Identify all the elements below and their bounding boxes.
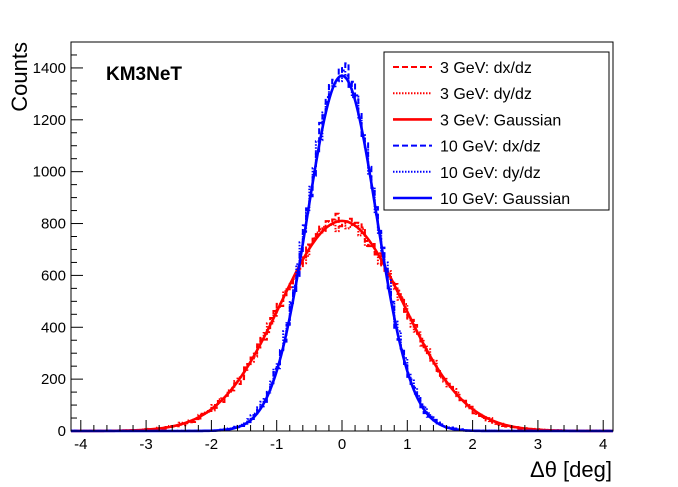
legend-label-10-gev-dx-dz: 10 GeV: dx/dz (440, 139, 541, 156)
x-tick-label: 1 (403, 436, 411, 453)
y-tick-label: 600 (41, 267, 66, 284)
series-3-gev-gaussian (71, 219, 613, 433)
y-tick-label: 200 (41, 371, 66, 388)
axes-layer: -4 -3 -2 -1 0 1 2 3 4 0 200 400 600 800 1000 1200 1400 (33, 41, 607, 453)
legend-label-3-gev-dy-dz: 3 GeV: dy/dz (440, 86, 532, 103)
legend-label-10-gev-gaussian: 10 GeV: Gaussian (440, 191, 570, 208)
legend: 3 GeV: dx/dz 3 GeV: dy/dz 3 GeV: Gaussian 1… (383, 51, 610, 211)
y-tick-label: 0 (58, 423, 66, 440)
y-tick-label: 800 (41, 216, 66, 233)
x-tick-label: 2 (468, 436, 476, 453)
x-tick-label: 3 (534, 436, 542, 453)
x-tick-label: -1 (270, 436, 283, 453)
y-tick-label: 1200 (33, 112, 66, 129)
y-tick-label: 1400 (33, 60, 66, 77)
x-tick-label: -2 (205, 436, 218, 453)
x-axis-title: Δθ [deg] (530, 457, 612, 482)
legend-label-10-gev-dy-dz: 10 GeV: dy/dz (440, 165, 541, 182)
x-tick-label: -4 (74, 436, 87, 453)
x-tick-label: 4 (599, 436, 607, 453)
series-3-gev-dx-dz (71, 212, 613, 432)
km3net-label: KM3NeT (106, 64, 182, 85)
legend-label-3-gev-dx-dz: 3 GeV: dx/dz (440, 60, 532, 77)
x-tick-label: 0 (338, 436, 346, 453)
y-axis-title: Counts (7, 42, 32, 112)
series-3-gev-dy-dz (71, 223, 613, 432)
x-tick-label: -3 (139, 436, 152, 453)
y-tick-label: 1000 (33, 164, 66, 181)
y-tick-label: 400 (41, 319, 66, 336)
legend-label-3-gev-gaussian: 3 GeV: Gaussian (440, 112, 561, 129)
legend-box (383, 51, 610, 211)
